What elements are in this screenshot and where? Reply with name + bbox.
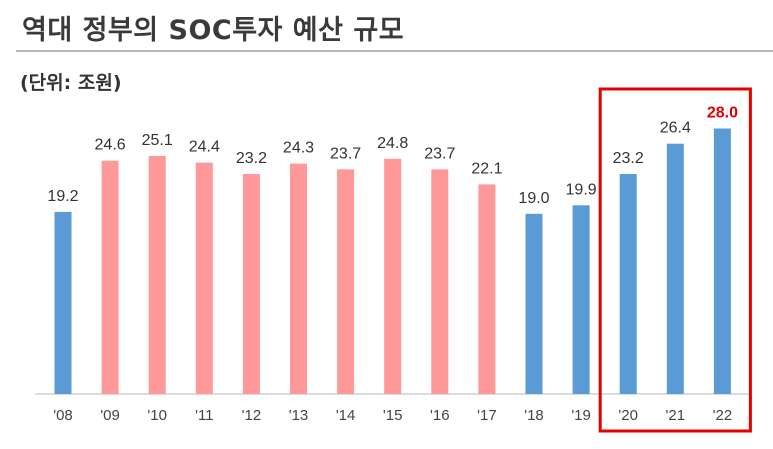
value-label-12: 23.2 <box>236 150 267 167</box>
x-tick-label-14: '14 <box>336 407 356 424</box>
value-label-11: 24.4 <box>189 139 220 156</box>
x-tick-label-19: '19 <box>571 407 591 424</box>
value-label-10: 25.1 <box>142 132 173 149</box>
value-label-14: 23.7 <box>330 145 361 162</box>
value-label-22: 28.0 <box>707 105 738 122</box>
bar-20 <box>619 174 637 394</box>
x-tick-label-15: '15 <box>383 407 403 424</box>
x-tick-label-20: '20 <box>618 407 638 424</box>
x-tick-label-09: '09 <box>100 407 120 424</box>
value-label-19: 19.9 <box>566 181 597 198</box>
x-tick-label-22: '22 <box>713 407 733 424</box>
value-label-17: 22.1 <box>471 160 502 177</box>
x-tick-label-18: '18 <box>524 407 544 424</box>
bar-10 <box>148 156 166 394</box>
bar-09 <box>101 160 119 394</box>
x-tick-label-08: '08 <box>53 407 73 424</box>
bar-11 <box>195 162 213 394</box>
title-divider <box>16 50 773 52</box>
bar-08 <box>54 211 72 394</box>
value-label-21: 26.4 <box>660 120 691 137</box>
bar-13 <box>290 163 307 394</box>
bar-16 <box>431 169 449 394</box>
bar-18 <box>525 213 543 394</box>
x-tick-label-10: '10 <box>147 407 167 424</box>
bar-22 <box>713 128 731 394</box>
bar-19 <box>572 205 590 394</box>
chart-title: 역대 정부의 SOC투자 예산 규모 <box>22 15 405 46</box>
value-label-13: 24.3 <box>283 140 314 157</box>
x-tick-label-21: '21 <box>666 407 686 424</box>
value-label-16: 23.7 <box>424 145 455 162</box>
highlight-box <box>598 87 752 433</box>
x-tick-label-12: '12 <box>242 407 262 424</box>
x-tick-label-13: '13 <box>289 407 309 424</box>
bar-15 <box>384 158 402 394</box>
value-label-15: 24.8 <box>377 135 408 152</box>
x-tick-label-17: '17 <box>477 407 497 424</box>
bar-21 <box>666 143 684 394</box>
x-tick-label-11: '11 <box>195 407 213 424</box>
x-tick-label-16: '16 <box>430 407 450 424</box>
value-label-09: 24.6 <box>95 137 126 154</box>
value-label-18: 19.0 <box>518 190 549 207</box>
value-label-08: 19.2 <box>47 188 78 205</box>
bar-14 <box>337 169 355 394</box>
value-label-20: 23.2 <box>613 150 644 167</box>
bar-12 <box>242 174 260 394</box>
bar-17 <box>478 184 496 394</box>
unit-label: (단위: 조원) <box>20 72 122 94</box>
